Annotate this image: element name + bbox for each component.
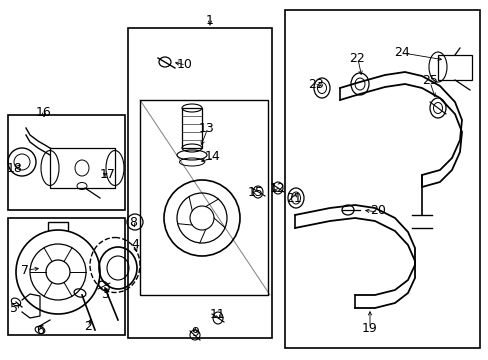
- Text: 20: 20: [369, 203, 385, 216]
- Text: 17: 17: [100, 168, 116, 181]
- Text: 2: 2: [84, 320, 92, 333]
- Bar: [8, 218, 125, 335]
- Text: 24: 24: [393, 45, 409, 58]
- Text: 16: 16: [36, 105, 52, 118]
- Text: 11: 11: [210, 309, 225, 321]
- Bar: [182, 108, 202, 148]
- Text: 22: 22: [348, 51, 364, 64]
- Text: 18: 18: [7, 162, 23, 175]
- Text: 13: 13: [199, 122, 214, 135]
- Text: 14: 14: [204, 150, 221, 163]
- Bar: [8, 115, 125, 210]
- Text: 6: 6: [36, 324, 44, 337]
- Text: 9: 9: [191, 325, 199, 338]
- Text: 10: 10: [177, 58, 193, 72]
- Text: 19: 19: [362, 321, 377, 334]
- Text: 21: 21: [285, 192, 301, 204]
- Text: 1: 1: [205, 13, 214, 27]
- Bar: [140, 100, 267, 295]
- Text: 8: 8: [129, 216, 137, 229]
- Text: 5: 5: [10, 302, 18, 315]
- Bar: [128, 28, 271, 338]
- Text: 3: 3: [101, 288, 109, 302]
- Text: 23: 23: [307, 78, 323, 91]
- Text: 25: 25: [421, 73, 437, 86]
- Text: 12: 12: [269, 181, 285, 194]
- Bar: [437, 55, 471, 80]
- Text: 7: 7: [21, 264, 29, 276]
- Text: 4: 4: [131, 238, 139, 252]
- Bar: [285, 10, 479, 348]
- Text: 15: 15: [247, 185, 264, 198]
